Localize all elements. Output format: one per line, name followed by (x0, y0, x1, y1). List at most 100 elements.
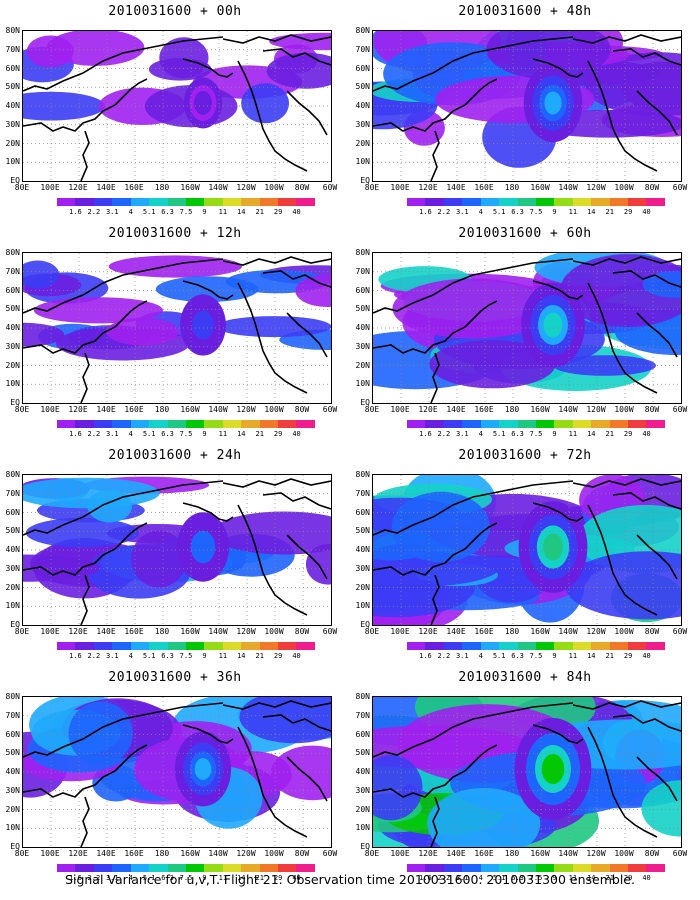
coastline (23, 522, 148, 576)
colorbar-swatch (93, 198, 113, 206)
latitude-label: 80N (5, 26, 20, 35)
colorbar-swatch (167, 420, 186, 428)
latitude-label: 20N (5, 582, 20, 592)
coastline (222, 700, 331, 710)
coastline (23, 702, 224, 758)
colorbar-label: 3.1 (455, 430, 469, 438)
latitude-label: 30N (5, 119, 20, 129)
longitude-label: 60W (322, 627, 338, 636)
latitude-label: 10N (355, 823, 370, 833)
colorbar-label: 1.6 (69, 208, 82, 216)
colorbar-label: 6.3 (511, 874, 524, 882)
colorbar-label: 9 (552, 430, 557, 438)
colorbar-swatch (278, 198, 297, 206)
colorbar-swatch (241, 198, 260, 206)
colorbar-label: 40 (642, 208, 651, 216)
longitude-label: 80E (364, 627, 380, 636)
variance-contour (211, 511, 331, 555)
coastline (80, 352, 90, 403)
longitude-label: 160E (124, 405, 144, 414)
colorbar-swatch (130, 642, 150, 650)
longitude-label: 160E (474, 183, 494, 192)
colorbar-label: 40 (292, 430, 301, 438)
latitude-label: 50N (5, 748, 20, 758)
coastline (237, 282, 308, 394)
coastline (237, 60, 308, 172)
latitude-label: EQ (10, 398, 20, 407)
longitude-label: 80E (14, 183, 30, 192)
colorbar-label: 4 (478, 874, 483, 882)
longitude-label: 100W (614, 627, 634, 636)
longitude-label: 120E (68, 183, 88, 192)
latitude-label: 80N (355, 248, 370, 257)
colorbar (57, 420, 315, 428)
longitude-label: 80W (644, 849, 660, 858)
latitude-label: 20N (5, 138, 20, 148)
colorbar-label: 9 (552, 874, 557, 882)
longitude-label: 140W (208, 849, 228, 858)
colorbar-label: 29 (623, 874, 633, 882)
longitude-label: 120E (68, 405, 88, 414)
latitude-label: 70N (355, 44, 370, 54)
coastline (182, 724, 234, 744)
longitude-label: 80W (294, 405, 310, 414)
longitude-label: 160E (124, 183, 144, 192)
colorbar-swatch (425, 642, 444, 650)
coastline (373, 480, 574, 536)
latitude-label: 20N (355, 360, 370, 370)
colorbar-label: 40 (292, 652, 301, 660)
longitude-label: 180 (504, 405, 520, 414)
colorbar-swatch (204, 864, 223, 872)
colorbar-label: 4 (128, 430, 133, 438)
longitude-label: 120W (586, 183, 606, 192)
latitude-label: 60N (355, 507, 370, 517)
colorbar-swatch (462, 864, 481, 872)
latitude-label: EQ (10, 842, 20, 851)
latitude-label: 40N (5, 545, 20, 554)
latitude-label: 60N (5, 507, 20, 517)
colorbar-label: 40 (642, 430, 651, 438)
coastline (373, 522, 498, 576)
latitude-label: 80N (5, 692, 20, 701)
longitude-label: 120W (586, 627, 606, 636)
variance-map (22, 30, 332, 182)
colorbar-label: 5.1 (492, 874, 506, 882)
longitude-label: 100W (614, 405, 634, 414)
colorbar-swatch (443, 642, 463, 650)
colorbar-swatch (499, 420, 518, 428)
coastline (430, 796, 440, 847)
latitude-label: 70N (5, 488, 20, 498)
variance-contour (584, 52, 681, 117)
colorbar-label: 7.5 (529, 874, 543, 882)
coastline (430, 130, 440, 181)
map-canvas (23, 253, 331, 403)
colorbar-swatch (591, 198, 610, 206)
latitude-label: 10N (355, 601, 370, 611)
longitude-label: 60W (322, 183, 338, 192)
longitude-label: 160W (180, 627, 200, 636)
latitude-label: 20N (355, 582, 370, 592)
colorbar-swatch (628, 420, 647, 428)
coastline (222, 256, 331, 266)
coastline (532, 724, 584, 744)
colorbar-swatch (646, 642, 665, 650)
colorbar-swatch (628, 864, 647, 872)
panel-title: 2010031600 + 84h (458, 670, 592, 685)
colorbar-swatch (259, 642, 279, 650)
coastline (532, 502, 584, 522)
colorbar-swatch (609, 864, 629, 872)
colorbar-swatch (185, 864, 205, 872)
latitude-label: 30N (5, 341, 20, 351)
latitude-label: 30N (355, 563, 370, 573)
longitude-label: 120E (68, 627, 88, 636)
colorbar-label: 40 (642, 652, 651, 660)
longitude-label: 60W (322, 849, 338, 858)
colorbar-label: 29 (273, 430, 283, 438)
variance-contour (429, 340, 556, 389)
colorbar-swatch (185, 420, 205, 428)
latitude-label: 10N (5, 379, 20, 389)
variance-contour (241, 83, 289, 124)
longitude-label: 140E (446, 627, 466, 636)
colorbar-label: 14 (237, 208, 246, 216)
colorbar-label: 4 (128, 874, 133, 882)
